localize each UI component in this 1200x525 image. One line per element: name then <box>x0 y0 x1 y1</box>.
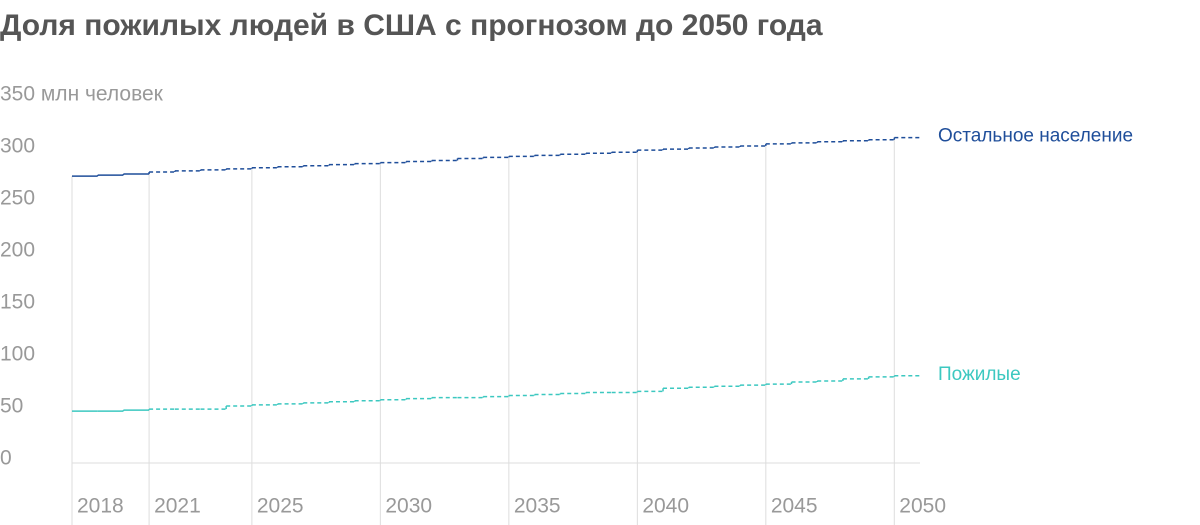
x-tick-label: 2025 <box>257 495 304 518</box>
y-tick-label: 100 <box>0 343 35 366</box>
y-tick-label: 250 <box>0 187 35 210</box>
x-tick-label: 2045 <box>771 495 818 518</box>
x-tick-label: 2040 <box>642 495 689 518</box>
y-tick-label: 300 <box>0 135 35 158</box>
x-tick-label: 2030 <box>385 495 432 518</box>
series-label: Остальное население <box>938 126 1133 147</box>
y-tick-label: 350 млн человек <box>0 83 164 106</box>
chart-title: Доля пожилых людей в США с прогнозом до … <box>0 9 823 42</box>
y-tick-label: 200 <box>0 239 35 262</box>
x-tick-label: 2035 <box>514 495 561 518</box>
x-tick-label: 2050 <box>899 495 946 518</box>
series-label: Пожилые <box>938 364 1021 385</box>
y-tick-label: 50 <box>0 395 23 418</box>
x-tick-label: 2018 <box>77 495 124 518</box>
y-tick-label: 150 <box>0 291 35 314</box>
x-tick-label: 2021 <box>154 495 201 518</box>
y-tick-label: 0 <box>0 447 12 470</box>
